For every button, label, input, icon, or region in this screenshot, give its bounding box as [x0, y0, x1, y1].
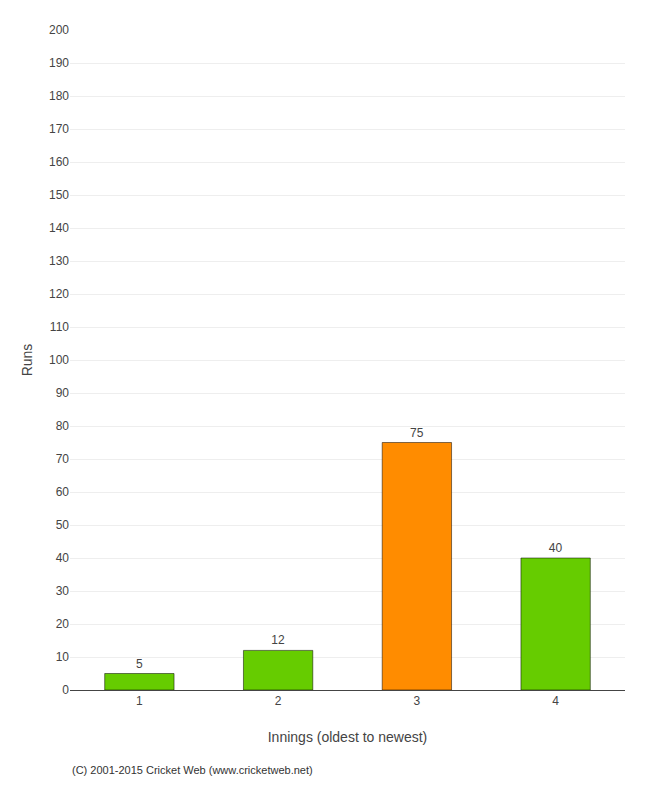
svg-text:180: 180 [49, 89, 69, 103]
svg-text:110: 110 [50, 320, 69, 334]
svg-text:40: 40 [549, 541, 563, 555]
svg-text:(C) 2001-2015 Cricket Web (www: (C) 2001-2015 Cricket Web (www.cricketwe… [72, 764, 313, 776]
svg-text:200: 200 [49, 23, 69, 37]
svg-text:70: 70 [56, 452, 70, 466]
svg-text:75: 75 [410, 426, 424, 440]
svg-text:0: 0 [62, 683, 69, 697]
svg-text:1: 1 [136, 694, 143, 708]
svg-text:50: 50 [56, 518, 70, 532]
svg-text:170: 170 [49, 122, 69, 136]
svg-text:20: 20 [56, 617, 70, 631]
svg-text:3: 3 [414, 694, 421, 708]
svg-text:12: 12 [271, 633, 285, 647]
svg-text:80: 80 [56, 419, 70, 433]
svg-text:120: 120 [49, 287, 69, 301]
svg-text:5: 5 [136, 657, 143, 671]
svg-text:130: 130 [49, 254, 69, 268]
svg-text:4: 4 [552, 694, 559, 708]
svg-text:40: 40 [56, 551, 70, 565]
svg-text:30: 30 [56, 584, 70, 598]
svg-text:90: 90 [56, 386, 70, 400]
svg-text:10: 10 [56, 650, 70, 664]
svg-text:140: 140 [49, 221, 69, 235]
svg-text:160: 160 [49, 155, 69, 169]
svg-text:2: 2 [275, 694, 282, 708]
svg-text:60: 60 [56, 485, 70, 499]
svg-text:100: 100 [49, 353, 69, 367]
svg-text:190: 190 [49, 56, 69, 70]
svg-text:Runs: Runs [19, 344, 35, 377]
svg-text:150: 150 [49, 188, 69, 202]
svg-text:Innings (oldest to newest): Innings (oldest to newest) [268, 729, 428, 745]
